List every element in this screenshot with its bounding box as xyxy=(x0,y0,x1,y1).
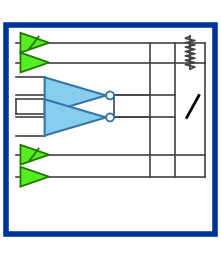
Polygon shape xyxy=(45,77,106,114)
FancyBboxPatch shape xyxy=(6,25,215,234)
Polygon shape xyxy=(21,145,49,165)
Circle shape xyxy=(106,91,114,99)
Circle shape xyxy=(106,113,114,121)
Polygon shape xyxy=(45,99,106,135)
Polygon shape xyxy=(21,167,49,186)
Polygon shape xyxy=(21,53,49,73)
Polygon shape xyxy=(21,33,49,53)
